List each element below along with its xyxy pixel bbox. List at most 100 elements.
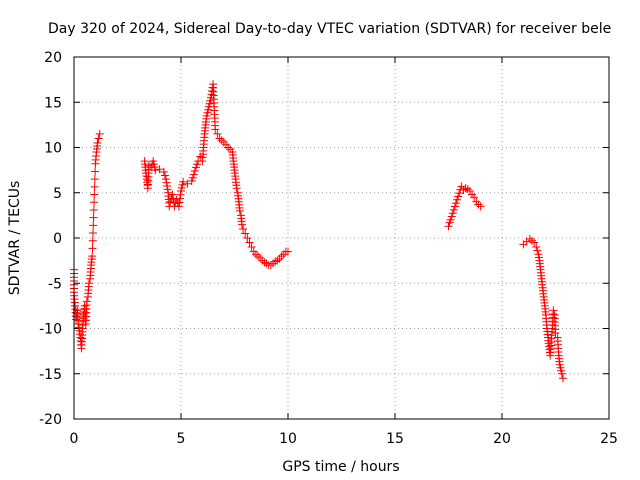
x-tick-label: 5	[177, 431, 186, 447]
data-point	[224, 143, 233, 152]
data-point	[90, 175, 99, 184]
data-point	[448, 209, 457, 218]
data-point	[463, 185, 472, 194]
data-point	[169, 194, 178, 203]
data-point	[175, 198, 184, 207]
data-points	[70, 80, 567, 383]
data-point	[163, 185, 172, 194]
data-point	[527, 236, 536, 245]
data-point	[457, 182, 466, 191]
data-point	[168, 190, 177, 199]
data-point	[93, 138, 102, 147]
data-point	[451, 199, 460, 208]
data-point	[187, 176, 196, 185]
data-point	[532, 243, 541, 252]
data-point	[217, 136, 226, 145]
data-point	[88, 244, 97, 253]
data-point	[476, 202, 485, 211]
data-point	[176, 190, 185, 199]
grid-lines	[74, 57, 609, 419]
data-point	[82, 297, 91, 306]
data-point	[251, 250, 260, 259]
data-point	[74, 319, 83, 328]
data-point	[525, 234, 534, 243]
data-point	[160, 171, 169, 180]
y-tick-label: -15	[39, 367, 62, 383]
data-point	[193, 160, 202, 169]
y-axis-label: SDTVAR / TECUs	[7, 181, 23, 296]
data-point	[211, 125, 220, 134]
data-point	[534, 253, 543, 262]
data-point	[175, 194, 184, 203]
data-point	[90, 198, 99, 207]
data-point	[449, 205, 458, 214]
data-point	[84, 279, 93, 288]
x-tick-label: 15	[386, 431, 404, 447]
data-point	[90, 190, 99, 199]
data-point	[258, 256, 267, 265]
y-tick-label: 5	[53, 186, 62, 202]
data-point	[447, 212, 456, 221]
y-tick-label: 20	[44, 50, 62, 66]
data-point	[470, 193, 479, 202]
plot-frame	[73, 56, 610, 420]
data-point	[88, 229, 97, 238]
x-axis-label: GPS time / hours	[282, 459, 399, 475]
data-point	[188, 173, 197, 182]
data-point	[183, 179, 192, 188]
data-point	[174, 202, 183, 211]
y-tick-label: 15	[44, 95, 62, 111]
y-tick-label: -10	[39, 322, 62, 338]
data-point	[162, 178, 171, 187]
data-point	[191, 163, 200, 172]
x-tick-label: 0	[70, 431, 79, 447]
data-point	[284, 247, 292, 256]
data-point	[179, 177, 188, 186]
tick-labels: 0 5 10 15 20 25 -20 -15 -10 -5 0 5 10 15 20	[39, 50, 618, 447]
data-point	[450, 202, 459, 211]
data-point	[91, 167, 100, 176]
data-point	[245, 238, 254, 247]
data-point	[159, 167, 168, 176]
data-point	[88, 236, 97, 245]
data-point	[549, 306, 558, 315]
data-point	[247, 243, 256, 252]
x-tick-label: 10	[279, 431, 297, 447]
data-point	[74, 323, 83, 332]
y-tick-label: 0	[53, 231, 62, 247]
data-point	[533, 246, 542, 255]
data-point	[241, 229, 250, 238]
x-tick-label: 25	[600, 431, 618, 447]
data-point	[162, 175, 171, 184]
data-point	[239, 224, 248, 233]
data-point	[215, 134, 224, 143]
data-point	[530, 238, 539, 247]
data-point	[155, 165, 164, 174]
data-point	[95, 129, 104, 138]
data-point	[465, 186, 474, 195]
y-tick-label: 10	[44, 141, 62, 157]
data-point	[455, 189, 464, 198]
data-point	[557, 369, 566, 378]
data-point	[271, 257, 280, 266]
data-point	[190, 167, 199, 176]
data-point	[189, 170, 198, 179]
data-point	[446, 215, 455, 224]
data-point	[269, 259, 278, 268]
data-point	[232, 184, 241, 193]
y-tick-label: -5	[48, 276, 62, 292]
data-point	[551, 329, 560, 338]
data-point	[474, 200, 483, 209]
data-point	[89, 221, 98, 230]
data-point	[235, 206, 244, 215]
data-point	[151, 166, 160, 175]
data-point	[444, 222, 453, 231]
data-point	[461, 184, 470, 193]
x-tick-label: 20	[493, 431, 511, 447]
data-point	[273, 256, 282, 265]
data-point	[454, 192, 463, 201]
y-tick-label: -20	[39, 412, 62, 428]
data-point	[558, 374, 567, 383]
data-point	[254, 252, 263, 261]
